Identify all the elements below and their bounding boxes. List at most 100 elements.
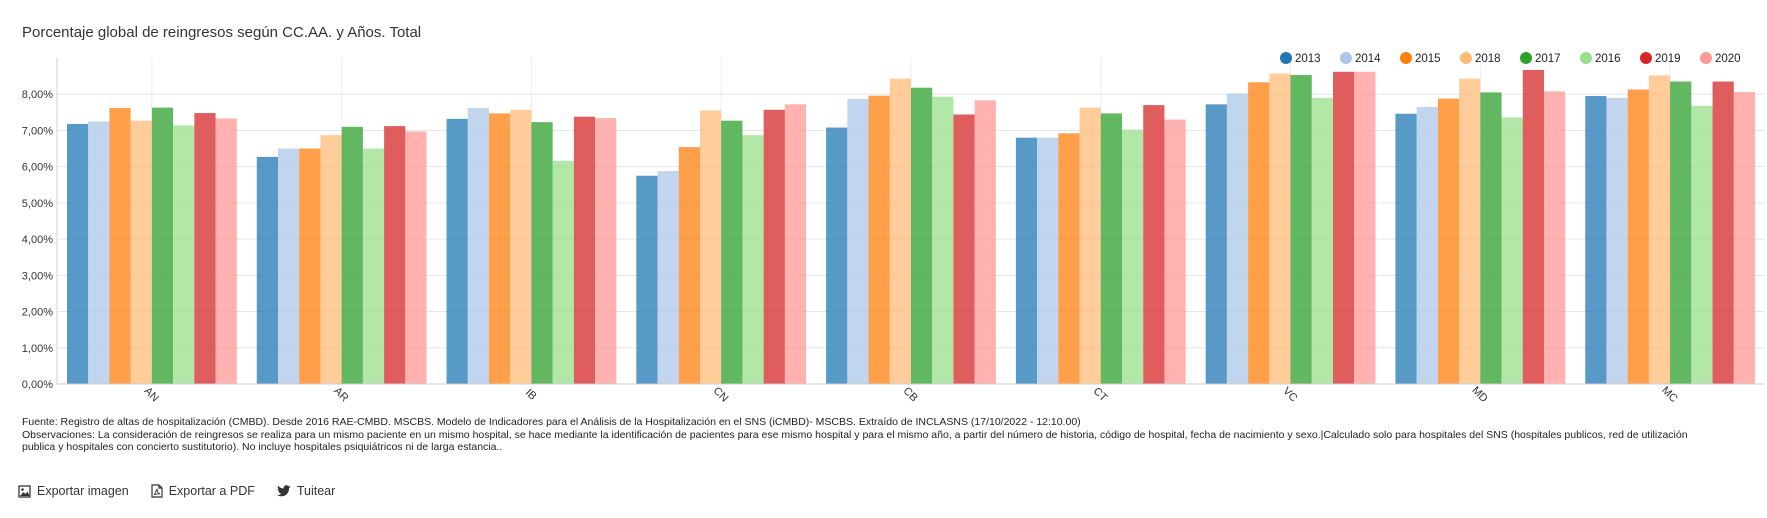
action-bar: Exportar imagen Exportar a PDF Tuitear: [18, 484, 335, 498]
bar-MD-2013[interactable]: [1395, 113, 1417, 384]
bar-IB-2016[interactable]: [552, 160, 574, 384]
bar-AR-2017[interactable]: [341, 126, 363, 385]
bar-VC-2013[interactable]: [1205, 104, 1227, 384]
legend-item-2020[interactable]: 2020: [1700, 52, 1741, 65]
bar-CN-2014[interactable]: [657, 171, 679, 384]
bar-AN-2013[interactable]: [67, 123, 89, 385]
bar-AR-2019[interactable]: [384, 126, 406, 384]
bar-MD-2019[interactable]: [1522, 69, 1544, 384]
observations-note: Observaciones: La consideración de reing…: [22, 428, 1688, 454]
bar-AR-2016[interactable]: [362, 148, 385, 384]
legend-item-2015[interactable]: 2015: [1400, 52, 1441, 65]
legend-swatch: [1520, 52, 1532, 64]
bar-AN-2020[interactable]: [215, 118, 237, 384]
export-pdf-label: Exportar a PDF: [168, 484, 255, 498]
bar-IB-2014[interactable]: [467, 107, 489, 384]
x-tick-label: AN: [142, 385, 161, 404]
bar-VC-2018[interactable]: [1269, 73, 1291, 384]
bar-AN-2017[interactable]: [151, 107, 174, 384]
bar-CN-2016[interactable]: [742, 135, 764, 384]
bar-CT-2016[interactable]: [1122, 129, 1144, 384]
bar-MC-2018[interactable]: [1648, 75, 1671, 385]
bar-CB-2018[interactable]: [889, 78, 911, 384]
legend-label: 2018: [1475, 53, 1501, 65]
tweet-button[interactable]: Tuitear: [276, 484, 335, 498]
bar-VC-2014[interactable]: [1226, 93, 1249, 385]
bar-MD-2020[interactable]: [1544, 91, 1566, 384]
bar-AR-2015[interactable]: [299, 148, 321, 384]
export-pdf-button[interactable]: Exportar a PDF: [151, 484, 255, 498]
bar-AR-2014[interactable]: [278, 148, 300, 384]
bar-CN-2020[interactable]: [784, 104, 807, 384]
bar-AR-2020[interactable]: [405, 131, 427, 384]
bar-MC-2020[interactable]: [1733, 92, 1755, 384]
bar-CT-2015[interactable]: [1058, 133, 1080, 384]
bar-IB-2020[interactable]: [595, 118, 617, 384]
bar-CT-2018[interactable]: [1079, 107, 1101, 384]
bar-MD-2014[interactable]: [1416, 106, 1438, 385]
y-tick-label: 7,00%: [22, 125, 53, 137]
image-icon: [18, 484, 31, 498]
legend-label: 2014: [1355, 53, 1381, 65]
bar-IB-2015[interactable]: [489, 113, 511, 385]
x-axis: AN AR IB CN CB CT VC MD MC: [57, 383, 1765, 405]
bar-MC-2014[interactable]: [1606, 97, 1628, 384]
bar-CB-2019[interactable]: [953, 114, 975, 385]
bar-VC-2015[interactable]: [1248, 82, 1270, 384]
bar-AN-2018[interactable]: [130, 120, 152, 385]
legend-item-2014[interactable]: 2014: [1340, 52, 1381, 65]
bar-CN-2018[interactable]: [700, 110, 722, 385]
legend-swatch: [1640, 52, 1652, 64]
legend-swatch: [1340, 52, 1352, 64]
legend-item-2016[interactable]: 2016: [1580, 52, 1621, 65]
bar-CN-2015[interactable]: [678, 147, 700, 384]
bar-CT-2020[interactable]: [1164, 119, 1186, 385]
bar-CB-2014[interactable]: [847, 98, 869, 384]
bar-MC-2019[interactable]: [1712, 81, 1734, 385]
bar-CT-2017[interactable]: [1100, 113, 1122, 385]
bar-AN-2016[interactable]: [173, 125, 195, 384]
bar-VC-2019[interactable]: [1333, 71, 1355, 385]
bar-CN-2017[interactable]: [721, 120, 743, 385]
legend[interactable]: 2013 2014 2015 2018 2017 2016 2019 2020: [1280, 52, 1741, 65]
bar-AR-2013[interactable]: [256, 156, 278, 384]
bar-AR-2018[interactable]: [320, 135, 342, 384]
bar-chart: 0,00% 1,00% 2,00% 3,00% 4,00% 5,00% 6,00% 7,00%…: [22, 52, 1765, 405]
bar-CB-2015[interactable]: [868, 95, 890, 384]
bar-IB-2013[interactable]: [446, 118, 468, 384]
bar-CB-2016[interactable]: [932, 96, 954, 384]
legend-item-2013[interactable]: 2013: [1280, 52, 1321, 65]
y-axis: 0,00% 1,00% 2,00% 3,00% 4,00% 5,00% 6,00% 7,00%…: [22, 58, 58, 391]
legend-swatch: [1460, 52, 1472, 64]
bar-IB-2019[interactable]: [573, 116, 596, 385]
bar-MD-2015[interactable]: [1437, 98, 1460, 385]
bar-MC-2016[interactable]: [1691, 105, 1713, 385]
bar-CT-2019[interactable]: [1143, 105, 1165, 384]
bar-CB-2020[interactable]: [974, 100, 996, 384]
bar-AN-2019[interactable]: [194, 113, 216, 385]
bar-VC-2016[interactable]: [1311, 97, 1333, 384]
legend-item-2017[interactable]: 2017: [1520, 52, 1561, 65]
bar-IB-2017[interactable]: [531, 122, 553, 384]
legend-item-2019[interactable]: 2019: [1640, 52, 1681, 65]
legend-label: 2015: [1415, 53, 1441, 65]
bar-IB-2018[interactable]: [510, 109, 532, 384]
bar-MC-2013[interactable]: [1585, 96, 1607, 385]
bar-CB-2017[interactable]: [911, 87, 933, 385]
bar-AN-2015[interactable]: [109, 107, 131, 384]
bar-CB-2013[interactable]: [826, 127, 848, 385]
bar-CT-2014[interactable]: [1037, 137, 1059, 384]
bar-VC-2017[interactable]: [1290, 75, 1312, 384]
legend-item-2018[interactable]: 2018: [1460, 52, 1501, 65]
bar-MD-2018[interactable]: [1459, 78, 1481, 384]
bar-VC-2020[interactable]: [1354, 71, 1376, 385]
bar-MD-2017[interactable]: [1480, 92, 1502, 385]
bar-AN-2014[interactable]: [88, 121, 110, 384]
bar-CT-2013[interactable]: [1015, 137, 1038, 384]
bar-CN-2013[interactable]: [636, 175, 658, 384]
bar-MD-2016[interactable]: [1501, 117, 1523, 384]
bar-CN-2019[interactable]: [763, 109, 785, 384]
export-image-button[interactable]: Exportar imagen: [18, 484, 129, 498]
bar-MC-2017[interactable]: [1670, 81, 1692, 385]
bar-MC-2015[interactable]: [1627, 89, 1649, 384]
